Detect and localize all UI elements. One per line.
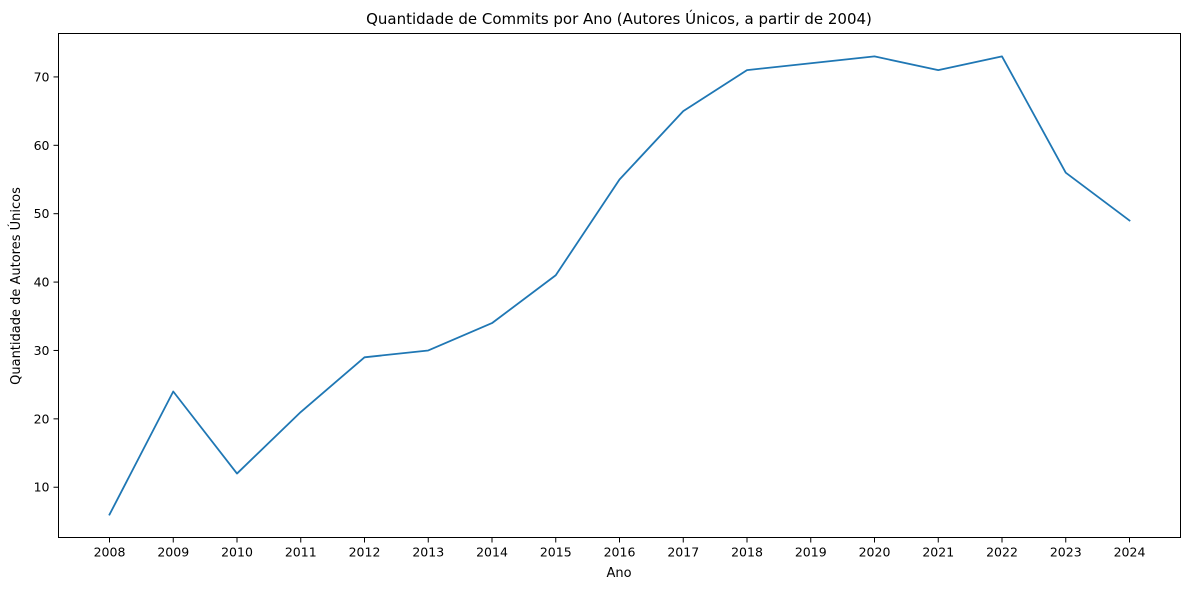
x-axis: 2008 2009 2010 2011 2012 2013 2014 2015 2016 2017… [94, 538, 1146, 560]
chart-title: Quantidade de Commits por Ano (Autores Ú… [366, 9, 872, 28]
y-axis-label: Quantidade de Autores Únicos [8, 187, 24, 385]
x-axis-label: Ano [606, 566, 631, 581]
y-tick-label: 10 [34, 480, 50, 495]
plot-area [59, 34, 1181, 538]
series-layer [109, 56, 1129, 514]
y-tick-label: 60 [34, 138, 50, 153]
x-tick-label: 2012 [349, 545, 381, 560]
x-tick-label: 2009 [157, 545, 189, 560]
x-tick-label: 2015 [540, 545, 572, 560]
plot-frame [59, 34, 1181, 538]
x-tick-label: 2011 [285, 545, 317, 560]
x-tick-label: 2008 [94, 545, 126, 560]
x-tick-label: 2017 [667, 545, 699, 560]
x-tick-label: 2013 [412, 545, 444, 560]
x-tick-label: 2022 [986, 545, 1018, 560]
y-tick-label: 50 [34, 206, 50, 221]
x-tick-label: 2014 [476, 545, 508, 560]
x-tick-label: 2023 [1050, 545, 1082, 560]
x-tick-label: 2010 [221, 545, 253, 560]
y-tick-label: 70 [34, 69, 50, 84]
series-line-0 [110, 56, 1130, 514]
x-tick-label: 2016 [604, 545, 636, 560]
x-tick-label: 2024 [1114, 545, 1146, 560]
x-tick-label: 2019 [795, 545, 827, 560]
x-tick-label: 2021 [922, 545, 954, 560]
y-tick-label: 40 [34, 275, 50, 290]
y-axis: 10 20 30 40 50 60 70 [34, 69, 59, 494]
x-tick-label: 2018 [731, 545, 763, 560]
y-tick-label: 20 [34, 411, 50, 426]
x-tick-label: 2020 [859, 545, 891, 560]
y-tick-label: 30 [34, 343, 50, 358]
